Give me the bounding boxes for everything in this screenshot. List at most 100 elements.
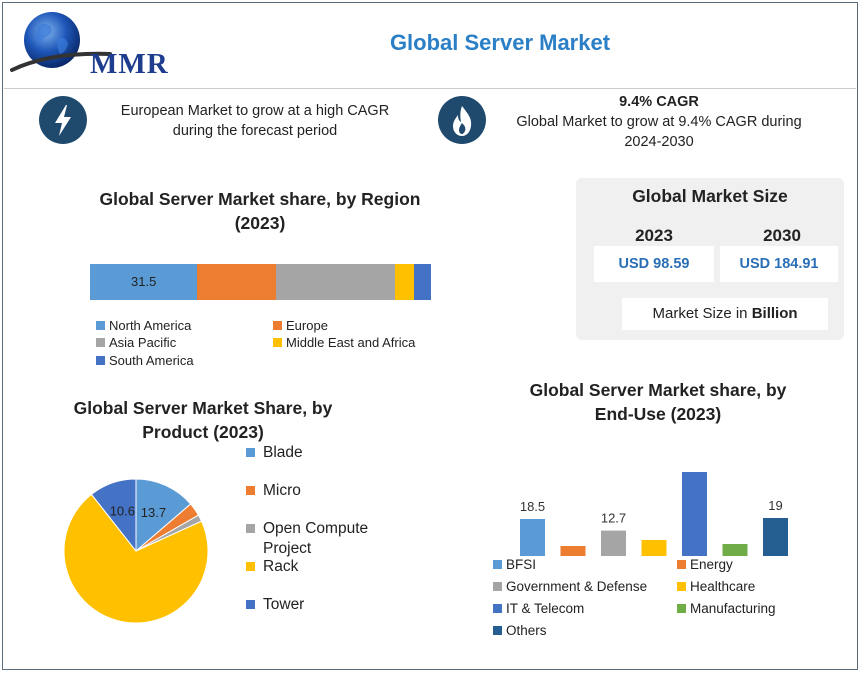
product-legend-tower: Tower xyxy=(246,595,393,615)
header-divider xyxy=(4,88,856,89)
legend-swatch xyxy=(246,448,255,457)
unit-prefix: Market Size in xyxy=(652,305,752,322)
region-chart-title: Global Server Market share, by Region (2… xyxy=(80,187,440,235)
enduse-label-others: 19 xyxy=(768,498,782,513)
pie-slice-tower xyxy=(90,478,137,553)
legend-label: Tower xyxy=(263,596,305,613)
value-2030: USD 184.91 xyxy=(720,246,838,282)
page-title: Global Server Market xyxy=(389,30,611,55)
market-size-title: Global Market Size xyxy=(632,186,788,206)
region-bar-middle-east-and-africa xyxy=(395,264,414,300)
enduse-legend-energy: Energy xyxy=(677,557,733,572)
legend-swatch xyxy=(677,582,686,591)
year-2030-label: 2030 xyxy=(763,226,801,245)
enduse-title-line2: End-Use (2023) xyxy=(594,404,722,424)
legend-label: Open Compute Project xyxy=(263,520,369,557)
region-bar-label: 31.5 xyxy=(131,274,157,289)
legend-label: South America xyxy=(109,353,194,368)
legend-label: Others xyxy=(506,623,547,638)
globe-icon xyxy=(10,12,112,72)
pie-label-blade: 13.7 xyxy=(141,505,166,520)
product-legend-blade: Blade xyxy=(246,443,393,463)
legend-label: Rack xyxy=(263,558,299,575)
enduse-legend-others: Others xyxy=(493,623,547,638)
legend-swatch xyxy=(493,604,502,613)
legend-swatch xyxy=(273,321,282,330)
market-size-unit: Market Size in Billion xyxy=(622,298,828,330)
enduse-bar-government-and-defense xyxy=(601,530,626,556)
enduse-chart-title: Global Server Market share, by End-Use (… xyxy=(470,378,846,426)
enduse-bar-energy xyxy=(560,546,586,556)
region-legend-south-america: South America xyxy=(96,353,194,368)
lightning-bolt-icon xyxy=(39,96,87,144)
pie-slice-rack xyxy=(63,493,209,624)
legend-label: Middle East and Africa xyxy=(286,335,416,350)
legend-swatch xyxy=(493,582,502,591)
legend-label: Energy xyxy=(690,557,733,572)
product-title-text: Global Server Market Share, by xyxy=(73,398,333,418)
enduse-bar-healthcare xyxy=(641,540,667,556)
product-legend-rack: Rack xyxy=(246,557,393,577)
flame-icon xyxy=(438,96,486,144)
cagr-description: Global Market to grow at 9.4% CAGR durin… xyxy=(516,114,802,150)
unit-bold: Billion xyxy=(751,305,798,322)
year-2023-label: 2023 xyxy=(635,226,673,245)
pie-label-tower: 10.6 xyxy=(110,504,135,519)
market-size-card: Global Market Size 2023 2030 USD 98.59 U… xyxy=(576,178,844,340)
region-legend-north-america: North America xyxy=(96,318,191,333)
legend-swatch xyxy=(96,356,105,365)
note-cagr: 9.4% CAGR Global Market to grow at 9.4% … xyxy=(500,92,818,152)
region-bar-south-america xyxy=(413,264,431,300)
legend-swatch xyxy=(493,626,502,635)
legend-label: Healthcare xyxy=(690,579,756,594)
region-bar-europe xyxy=(197,264,276,300)
region-legend-asia-pacific: Asia Pacific xyxy=(96,335,176,350)
enduse-title-text: Global Server Market share, by xyxy=(529,380,787,400)
enduse-label-bfsi: 18.5 xyxy=(520,499,545,514)
enduse-bar-manufacturing xyxy=(722,544,748,556)
legend-swatch xyxy=(246,486,255,495)
enduse-bar-others xyxy=(763,518,788,556)
enduse-bar-bfsi xyxy=(520,519,545,556)
region-title-text: Global Server Market share, by Region xyxy=(99,189,421,209)
legend-label: BFSI xyxy=(506,557,537,572)
region-legend-europe: Europe xyxy=(273,318,328,333)
legend-label: IT & Telecom xyxy=(506,601,585,616)
region-bar-north-america: 31.5 xyxy=(90,264,198,300)
enduse-bar-chart: 18.5 12.7 19 xyxy=(520,472,788,556)
cagr-headline: 9.4% CAGR xyxy=(619,94,699,110)
note-european-market: European Market to grow at a high CAGR d… xyxy=(120,103,390,139)
logo-text: MMR xyxy=(90,48,169,80)
product-legend-open-compute-project: Open Compute Project xyxy=(246,519,393,559)
value-2023: USD 98.59 xyxy=(594,246,714,282)
legend-swatch xyxy=(96,321,105,330)
legend-swatch xyxy=(273,338,282,347)
legend-swatch xyxy=(246,600,255,609)
legend-swatch xyxy=(96,338,105,347)
legend-label: Micro xyxy=(263,482,301,499)
product-chart-title: Global Server Market Share, by Product (… xyxy=(40,396,366,444)
legend-label: Asia Pacific xyxy=(109,335,177,350)
enduse-legend-bfsi: BFSI xyxy=(493,557,536,572)
legend-label: Blade xyxy=(263,444,303,461)
region-legend-middle-east-and-africa: Middle East and Africa xyxy=(273,335,415,350)
pie-slice-blade xyxy=(135,478,192,553)
legend-label: Government & Defense xyxy=(506,579,648,594)
legend-label: Manufacturing xyxy=(690,601,776,616)
legend-label: North America xyxy=(109,318,192,333)
region-title-year: (2023) xyxy=(234,213,286,233)
mmr-logo: MMR xyxy=(10,8,180,80)
enduse-label-government-and-defense: 12.7 xyxy=(601,511,626,526)
product-pie-chart: 13.7 10.6 xyxy=(63,478,209,624)
enduse-legend-government-and-defense: Government & Defense xyxy=(493,579,647,594)
legend-swatch xyxy=(246,524,255,533)
enduse-legend-it-and-telecom: IT & Telecom xyxy=(493,601,584,616)
enduse-bar-it-and-telecom xyxy=(682,472,707,556)
enduse-legend-healthcare: Healthcare xyxy=(677,579,755,594)
legend-swatch xyxy=(246,562,255,571)
enduse-legend-manufacturing: Manufacturing xyxy=(677,601,776,616)
legend-label: Europe xyxy=(286,318,328,333)
legend-swatch xyxy=(677,560,686,569)
product-legend-micro: Micro xyxy=(246,481,393,501)
